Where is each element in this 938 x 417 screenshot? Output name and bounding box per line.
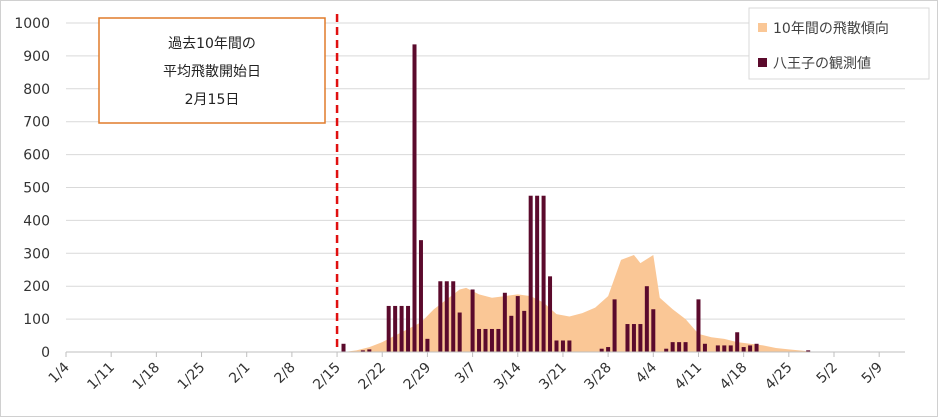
bar	[651, 309, 656, 352]
bar	[418, 240, 423, 352]
y-tick-label: 500	[23, 181, 50, 197]
bar	[748, 345, 753, 352]
legend-label-bar: 八王子の観測値	[773, 55, 871, 72]
y-tick-label: 0	[41, 345, 50, 361]
bar	[664, 348, 669, 352]
y-tick-label: 1000	[14, 16, 50, 32]
bar	[515, 296, 520, 352]
legend-swatch-area	[758, 23, 767, 32]
bar	[722, 345, 727, 352]
y-tick-label: 900	[23, 49, 50, 65]
y-tick-label: 400	[23, 213, 50, 229]
bar	[548, 276, 553, 352]
legend-swatch-bar	[758, 58, 767, 67]
bar	[612, 299, 617, 352]
annotation-line-2: 平均飛散開始日	[163, 64, 261, 80]
bar	[670, 342, 675, 352]
bar	[554, 340, 559, 352]
bar	[406, 305, 411, 352]
legend: 10年間の飛散傾向 八王子の観測値	[748, 7, 930, 80]
bar	[567, 340, 572, 352]
bar	[625, 324, 630, 352]
bar	[489, 328, 494, 352]
bar	[399, 305, 404, 352]
y-tick-label: 700	[23, 115, 50, 131]
bar	[438, 281, 443, 352]
legend-label-area: 10年間の飛散傾向	[773, 21, 889, 37]
annotation-line-3: 2月15日	[185, 92, 240, 108]
bar	[502, 292, 507, 352]
bar	[754, 343, 759, 352]
y-tick-label: 100	[23, 312, 50, 328]
y-tick-label: 800	[23, 82, 50, 98]
bar	[644, 286, 649, 352]
y-tick-label: 600	[23, 148, 50, 164]
annotation-box: 過去10年間の 平均飛散開始日 2月15日	[98, 17, 326, 124]
bar	[683, 342, 688, 352]
bar	[360, 350, 365, 352]
bar	[599, 348, 604, 352]
annotation-frame	[98, 17, 326, 124]
bar	[541, 195, 546, 352]
bar	[477, 328, 482, 352]
y-tick-label: 300	[23, 246, 50, 262]
bar	[806, 350, 811, 352]
bar	[367, 349, 372, 352]
bar	[528, 195, 533, 352]
bar	[483, 328, 488, 352]
bar-series	[341, 44, 811, 352]
bar	[638, 324, 643, 352]
annotation-line-1: 過去10年間の	[168, 36, 256, 52]
bar	[677, 342, 682, 352]
bar	[606, 347, 611, 352]
bar	[631, 324, 636, 352]
bar	[522, 310, 527, 352]
bar	[386, 305, 391, 352]
bar	[735, 332, 740, 352]
legend-frame	[748, 7, 930, 80]
bar	[496, 328, 501, 352]
bar	[451, 281, 456, 352]
bar	[741, 347, 746, 352]
bar	[715, 345, 720, 352]
bar	[696, 299, 701, 352]
bar	[425, 338, 430, 352]
bar	[412, 44, 417, 352]
bar	[728, 345, 733, 352]
bar	[470, 289, 475, 352]
bar	[560, 340, 565, 352]
bar	[444, 281, 449, 352]
bar	[393, 305, 398, 352]
bar	[341, 343, 346, 352]
bar	[535, 195, 540, 352]
bar	[702, 343, 707, 352]
bar	[509, 315, 514, 352]
bar	[457, 312, 462, 352]
y-axis: 0 100 200 300 400 500 600 700 800 900 1000	[14, 16, 50, 361]
y-tick-label: 200	[23, 279, 50, 295]
